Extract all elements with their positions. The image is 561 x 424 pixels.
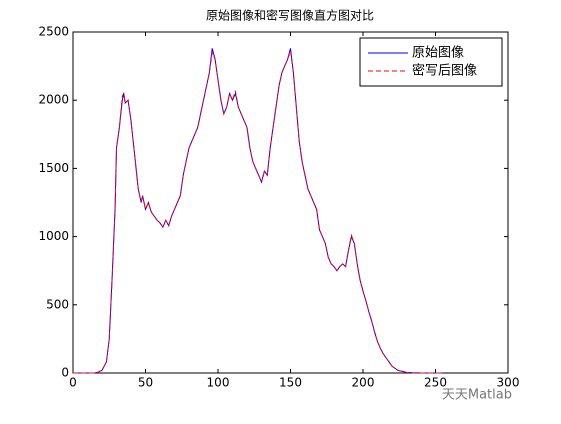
plot-area (72, 31, 509, 374)
legend-box (359, 37, 503, 87)
legend-label: 密写后图像 (412, 63, 477, 79)
y-tick-label: 1000 (38, 229, 69, 243)
legend-label: 原始图像 (412, 46, 464, 61)
series-line (73, 50, 443, 374)
x-tick-label: 150 (279, 376, 302, 390)
y-tick-label: 500 (46, 297, 69, 311)
x-tick-label: 50 (138, 376, 153, 390)
x-tick-label: 100 (207, 376, 230, 390)
y-tick-label: 0 (61, 366, 69, 380)
x-tick-label: 250 (424, 376, 447, 390)
chart-title: 原始图像和密写图像直方图对比 (206, 8, 374, 23)
y-tick-label: 1500 (38, 161, 69, 175)
x-tick-label: 300 (497, 376, 520, 390)
y-tick-label: 2000 (38, 93, 69, 107)
x-tick-label: 0 (69, 376, 77, 390)
y-tick-label: 2500 (38, 25, 69, 39)
watermark: 天天Matlab (442, 388, 512, 403)
x-tick-label: 200 (352, 376, 375, 390)
